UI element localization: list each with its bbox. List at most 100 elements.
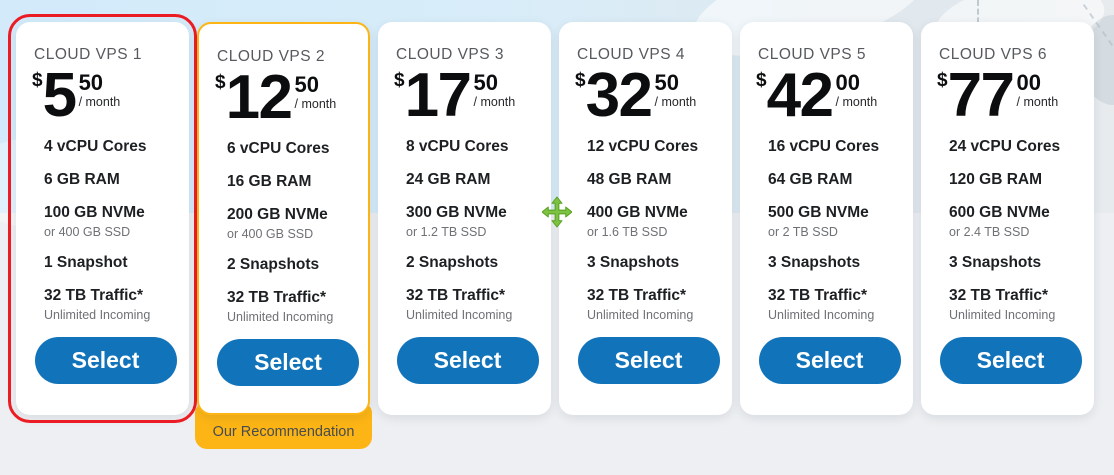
- pricing-cards-row: CLOUD VPS 1 $ 5 50 / month 4 vCPU Cores …: [8, 14, 1094, 449]
- spec-traffic-label: 32 TB Traffic*: [406, 287, 506, 304]
- spec-ram: 120 GB RAM: [949, 171, 1082, 189]
- plan-price: $ 12 50 / month: [215, 67, 356, 129]
- plan-specs: 24 vCPU Cores 120 GB RAM 600 GB NVMe or …: [939, 138, 1082, 322]
- spec-traffic: 32 TB Traffic* Unlimited Incoming: [406, 287, 539, 322]
- spec-traffic-note: Unlimited Incoming: [768, 308, 875, 322]
- price-whole: 77: [947, 61, 1015, 130]
- spec-storage-alt: or 1.6 TB SSD: [587, 225, 668, 239]
- plan-card: CLOUD VPS 2 $ 12 50 / month 6 vCPU Cores…: [197, 22, 370, 415]
- spec-snapshots: 3 Snapshots: [949, 254, 1082, 272]
- spec-storage-alt: or 400 GB SSD: [227, 227, 314, 241]
- price-fraction: 50 / month: [473, 70, 516, 110]
- spec-storage-label: 500 GB NVMe: [768, 204, 869, 221]
- spec-storage-label: 600 GB NVMe: [949, 204, 1050, 221]
- spec-ram-label: 24 GB RAM: [406, 171, 491, 188]
- price-period: / month: [1016, 95, 1059, 109]
- spec-ram: 48 GB RAM: [587, 171, 720, 189]
- spec-ram: 64 GB RAM: [768, 171, 901, 189]
- price-period: / month: [78, 95, 121, 109]
- price-cents: 50: [654, 70, 680, 95]
- select-button[interactable]: Select: [217, 339, 359, 386]
- price-period: / month: [654, 95, 697, 109]
- plan-card-slot: CLOUD VPS 1 $ 5 50 / month 4 vCPU Cores …: [8, 14, 197, 423]
- spec-snapshots: 1 Snapshot: [44, 254, 177, 272]
- spec-cpu-label: 6 vCPU Cores: [227, 140, 330, 157]
- spec-snapshots-label: 2 Snapshots: [227, 256, 320, 273]
- plan-specs: 16 vCPU Cores 64 GB RAM 500 GB NVMe or 2…: [758, 138, 901, 322]
- plan-price: $ 17 50 / month: [394, 65, 539, 127]
- spec-traffic-note: Unlimited Incoming: [44, 308, 151, 322]
- spec-storage-label: 100 GB NVMe: [44, 204, 145, 221]
- spec-ram-label: 16 GB RAM: [227, 173, 312, 190]
- spec-snapshots-label: 3 Snapshots: [768, 254, 861, 271]
- spec-ram-label: 6 GB RAM: [44, 171, 120, 188]
- plan-price: $ 5 50 / month: [32, 65, 177, 127]
- plan-specs: 4 vCPU Cores 6 GB RAM 100 GB NVMe or 400…: [34, 138, 177, 322]
- price-cents: 00: [1016, 70, 1042, 95]
- spec-traffic-note: Unlimited Incoming: [587, 308, 694, 322]
- select-button[interactable]: Select: [939, 337, 1082, 384]
- spec-traffic: 32 TB Traffic* Unlimited Incoming: [44, 287, 177, 322]
- select-button[interactable]: Select: [577, 337, 720, 384]
- spec-ram-label: 48 GB RAM: [587, 171, 672, 188]
- spec-snapshots-label: 3 Snapshots: [949, 254, 1042, 271]
- spec-cpu: 24 vCPU Cores: [949, 138, 1082, 156]
- plan-card: CLOUD VPS 6 $ 77 00 / month 24 vCPU Core…: [921, 22, 1094, 415]
- spec-traffic: 32 TB Traffic* Unlimited Incoming: [768, 287, 901, 322]
- spec-storage-label: 400 GB NVMe: [587, 204, 688, 221]
- spec-storage: 500 GB NVMe or 2 TB SSD: [768, 204, 901, 239]
- currency-symbol: $: [575, 70, 586, 91]
- plan-specs: 8 vCPU Cores 24 GB RAM 300 GB NVMe or 1.…: [396, 138, 539, 322]
- price-fraction: 50 / month: [78, 70, 121, 110]
- spec-ram-label: 64 GB RAM: [768, 171, 853, 188]
- spec-storage: 200 GB NVMe or 400 GB SSD: [227, 206, 356, 241]
- plan-name: CLOUD VPS 1: [34, 46, 143, 63]
- spec-ram-label: 120 GB RAM: [949, 171, 1043, 188]
- spec-traffic: 32 TB Traffic* Unlimited Incoming: [949, 287, 1082, 322]
- price-period: / month: [473, 95, 516, 109]
- spec-cpu: 6 vCPU Cores: [227, 140, 356, 158]
- currency-symbol: $: [32, 70, 43, 91]
- plan-card-slot: CLOUD VPS 4 $ 32 50 / month 12 vCPU Core…: [559, 22, 732, 415]
- spec-snapshots-label: 3 Snapshots: [587, 254, 680, 271]
- spec-snapshots-label: 1 Snapshot: [44, 254, 128, 271]
- select-button[interactable]: Select: [758, 337, 901, 384]
- plan-card: CLOUD VPS 4 $ 32 50 / month 12 vCPU Core…: [559, 22, 732, 415]
- spec-traffic-note: Unlimited Incoming: [949, 308, 1056, 322]
- spec-traffic-label: 32 TB Traffic*: [949, 287, 1049, 304]
- select-button[interactable]: Select: [396, 337, 539, 384]
- price-fraction: 00 / month: [835, 70, 878, 110]
- price-cents: 50: [78, 70, 104, 95]
- plan-name: CLOUD VPS 3: [396, 46, 505, 63]
- price-cents: 00: [835, 70, 861, 95]
- plan-card: CLOUD VPS 3 $ 17 50 / month 8 vCPU Cores…: [378, 22, 551, 415]
- price-fraction: 50 / month: [654, 70, 697, 110]
- spec-storage: 300 GB NVMe or 1.2 TB SSD: [406, 204, 539, 239]
- spec-storage: 400 GB NVMe or 1.6 TB SSD: [587, 204, 720, 239]
- spec-ram: 16 GB RAM: [227, 173, 356, 191]
- price-fraction: 50 / month: [295, 74, 337, 112]
- spec-storage-alt: or 2 TB SSD: [768, 225, 838, 239]
- price-cents: 50: [473, 70, 499, 95]
- plan-card-slot: CLOUD VPS 3 $ 17 50 / month 8 vCPU Cores…: [378, 22, 551, 415]
- spec-cpu: 12 vCPU Cores: [587, 138, 720, 156]
- plan-card-slot: Our Recommendation CLOUD VPS 2 $ 12 50 /…: [195, 22, 372, 449]
- spec-traffic-label: 32 TB Traffic*: [768, 287, 868, 304]
- spec-traffic: 32 TB Traffic* Unlimited Incoming: [587, 287, 720, 322]
- select-button[interactable]: Select: [34, 337, 177, 384]
- move-cursor-icon: [542, 196, 572, 228]
- currency-symbol: $: [394, 70, 405, 91]
- price-fraction: 00 / month: [1016, 70, 1059, 110]
- spec-snapshots: 2 Snapshots: [406, 254, 539, 272]
- plan-card: CLOUD VPS 5 $ 42 00 / month 16 vCPU Core…: [740, 22, 913, 415]
- spec-storage-alt: or 2.4 TB SSD: [949, 225, 1030, 239]
- plan-specs: 6 vCPU Cores 16 GB RAM 200 GB NVMe or 40…: [217, 140, 356, 324]
- spec-snapshots: 3 Snapshots: [768, 254, 901, 272]
- spec-traffic-note: Unlimited Incoming: [406, 308, 513, 322]
- plan-price: $ 77 00 / month: [937, 61, 1082, 130]
- spec-cpu-label: 16 vCPU Cores: [768, 138, 880, 155]
- price-whole: 32: [585, 61, 653, 130]
- currency-symbol: $: [937, 70, 948, 91]
- plan-card: CLOUD VPS 1 $ 5 50 / month 4 vCPU Cores …: [8, 14, 197, 423]
- map-route-dashed-line: [977, 0, 979, 32]
